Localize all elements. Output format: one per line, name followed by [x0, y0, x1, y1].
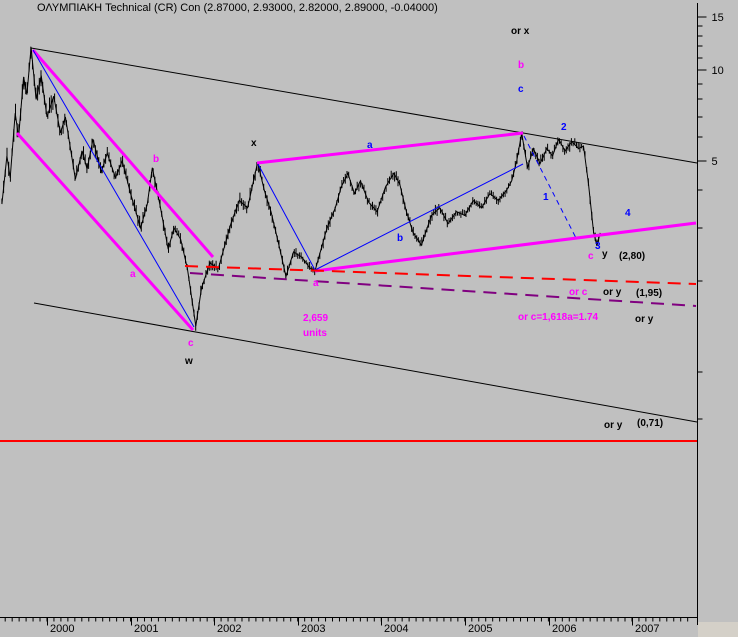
annotation-label: b — [153, 154, 159, 165]
x-axis-label: 2002 — [217, 623, 241, 635]
trendline-blue-wave-a-to-b — [314, 163, 524, 271]
trendline-magenta-down-channel-top — [31, 49, 215, 258]
trendline-upper-black-channel — [30, 47, 698, 164]
trendline-lower-black-channel — [33, 302, 698, 423]
y-axis-label: 10 — [712, 65, 724, 77]
annotation-label: 2 — [561, 122, 567, 133]
annotation-label: y — [602, 249, 608, 260]
annotation-label: 3 — [595, 241, 601, 252]
annotation-label: 1 — [543, 192, 549, 203]
x-axis-label: 2000 — [50, 623, 74, 635]
x-axis-label: 2001 — [134, 623, 158, 635]
annotation-label: a — [367, 140, 373, 151]
chart-title: ΟΛΥΜΠΙΑΚΗ Technical (CR) Con (2.87000, 2… — [37, 2, 438, 14]
annotation-label: (0,71) — [637, 418, 663, 429]
trendline-magenta-down-channel-bottom — [15, 132, 195, 331]
annotation-label: x — [251, 138, 257, 149]
annotation-label: c — [518, 84, 524, 95]
annotation-label: 4 — [625, 208, 631, 219]
x-axis-label: 2004 — [384, 623, 408, 635]
annotation-label: (1,95) — [636, 288, 662, 299]
annotation-label: b — [397, 233, 403, 244]
annotation-label: or c — [569, 287, 588, 298]
annotation-label: w — [184, 356, 193, 367]
annotation-label: 2,659 — [303, 313, 328, 324]
annotation-label: a — [313, 278, 319, 289]
annotation-label: or c=1,618a=1.74 — [518, 312, 599, 323]
annotation-label: units — [303, 328, 327, 339]
annotation-label: b — [518, 60, 524, 71]
price-series-bars — [1, 46, 600, 331]
bottom-right-corner — [698, 622, 738, 637]
annotation-label: or x — [511, 26, 530, 37]
trendline-purple-dashed-target — [189, 272, 697, 307]
annotation-label: or y — [635, 314, 654, 325]
y-axis-label: 5 — [712, 156, 718, 168]
annotation-label: a — [130, 269, 136, 280]
annotation-label: (2,80) — [619, 251, 645, 262]
trendline-blue-wave-peak-to-w — [32, 49, 195, 328]
x-axis-label: 2005 — [468, 623, 492, 635]
trendline-blue-wave-x-to-a — [257, 163, 316, 271]
trendline-blue-dashed-wave1-drop — [523, 135, 577, 239]
x-axis-label: 2003 — [301, 623, 325, 635]
trendline-magenta-wedge-bottom — [314, 221, 697, 273]
y-axis-label: 15 — [712, 12, 724, 24]
trendline-magenta-wedge-top — [256, 131, 524, 165]
price-series-path — [1, 47, 601, 327]
annotation-label: or y — [604, 420, 623, 431]
annotation-label: c — [588, 251, 594, 262]
x-axis-label: 2007 — [635, 623, 659, 635]
annotation-label: c — [188, 338, 194, 349]
annotation-label: or y — [603, 287, 622, 298]
trendline-red-dashed-target-1.95 — [184, 265, 697, 285]
x-axis-label: 2006 — [552, 623, 576, 635]
